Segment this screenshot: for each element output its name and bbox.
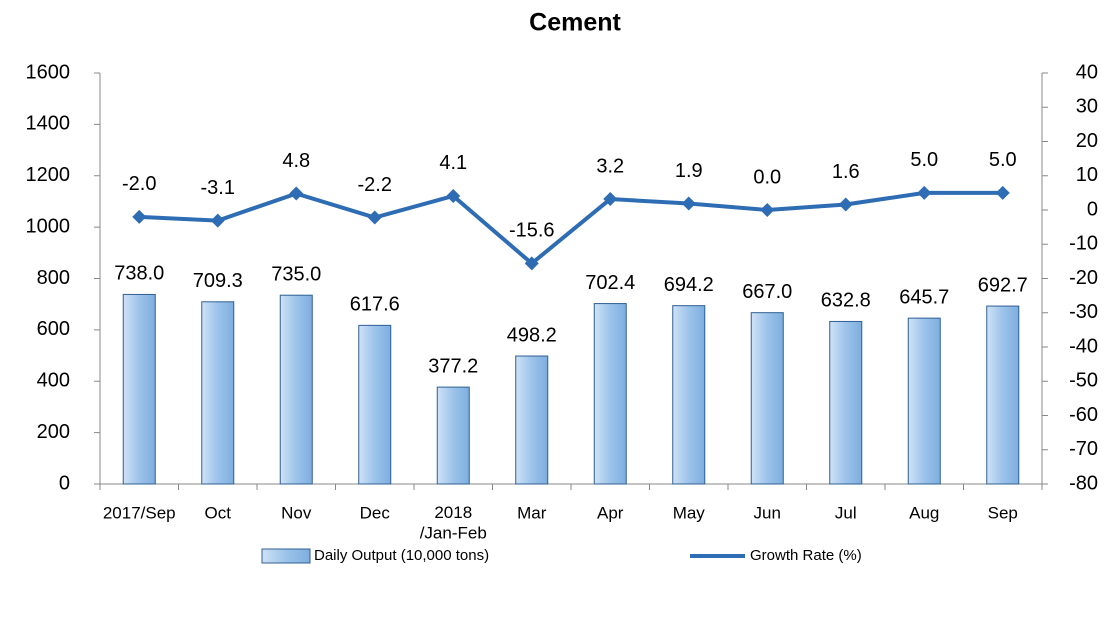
x-tick-label: Mar [517,503,547,522]
y2-tick-label: -80 [1069,472,1098,494]
x-tick-label: 2018/Jan-Feb [420,503,487,542]
bar-value-label: 738.0 [114,263,164,285]
chart-title: Cement [529,9,621,37]
line-marker [289,186,304,201]
bar [593,303,627,485]
y2-tick-label: 30 [1076,96,1098,118]
y2-tick-label: 20 [1076,130,1098,152]
bar [672,305,706,485]
y-tick-label: 800 [37,267,70,289]
bar [750,312,784,485]
y2-tick-label: 40 [1076,61,1098,83]
legend-label: Growth Rate (%) [750,547,862,564]
x-tick-label: Oct [205,503,232,522]
x-tick-label: Aug [909,503,939,522]
line [139,190,1003,267]
y-tick-label: 1200 [26,164,71,186]
bar [279,294,313,485]
line-value-label: -3.1 [201,177,235,199]
line-marker [210,213,225,228]
line-marker [917,185,932,200]
bar [829,320,863,485]
line-value-label: 0.0 [753,166,781,188]
x-tick-label: Dec [360,503,391,522]
bar [358,324,392,485]
y2-tick-label: -50 [1069,370,1098,392]
y-tick-label: 400 [37,370,70,392]
bar [122,293,156,485]
bar [986,305,1020,485]
line-value-label: 5.0 [989,149,1017,171]
y-tick-label: 1400 [26,113,71,135]
bar-value-label: 667.0 [742,281,792,303]
line-value-label: 1.9 [675,160,703,182]
legend-label: Daily Output (10,000 tons) [314,547,489,564]
line-value-label: -2.0 [122,173,156,195]
line-value-label: -15.6 [509,220,555,242]
bar-value-label: 632.8 [821,290,871,312]
bar-value-label: 377.2 [428,355,478,377]
x-tick-label: Nov [281,503,312,522]
y-tick-label: 0 [59,472,70,494]
legend-swatch [261,548,311,564]
line-value-label: 4.1 [439,152,467,174]
y2-tick-label: -60 [1069,404,1098,426]
bar [436,386,470,485]
y-tick-label: 200 [37,421,70,443]
line-value-label: 5.0 [910,149,938,171]
y2-tick-label: -20 [1069,267,1098,289]
bar [907,317,941,485]
line-marker [838,197,853,212]
y-tick-label: 1600 [26,61,71,83]
line-marker [524,256,539,271]
bar-value-label: 694.2 [664,274,714,296]
line-marker [760,203,775,217]
bar-value-label: 709.3 [193,270,243,292]
bar [201,301,235,485]
line-marker [132,209,147,224]
bar-value-label: 498.2 [507,324,557,346]
y-tick-label: 600 [37,318,70,340]
y2-tick-label: -10 [1069,233,1098,255]
line-value-label: 1.6 [832,161,860,183]
line-marker [446,188,461,203]
line-value-label: -2.2 [358,174,392,196]
bar-value-label: 735.0 [271,263,321,285]
x-tick-label: Jul [835,503,857,522]
line-marker [995,185,1010,200]
bar-value-label: 617.6 [350,294,400,316]
x-tick-label: 2017/Sep [103,503,176,522]
line-value-label: 4.8 [282,150,310,172]
y2-tick-label: 10 [1076,164,1098,186]
y2-tick-label: -40 [1069,335,1098,357]
line-marker [681,196,696,211]
bar-value-label: 645.7 [899,286,949,308]
x-tick-label: May [673,503,706,522]
line-value-label: 3.2 [596,155,624,177]
bar-value-label: 692.7 [978,274,1028,296]
y2-tick-label: -70 [1069,438,1098,460]
line-marker [367,210,382,225]
bar-value-label: 702.4 [585,272,635,294]
line-marker [603,192,618,207]
x-tick-label: Apr [597,503,624,522]
x-tick-label: Sep [988,503,1018,522]
y-tick-label: 1000 [26,215,71,237]
x-tick-label: Jun [754,503,781,522]
bar [515,355,549,485]
y2-tick-label: 0 [1087,198,1098,220]
y2-tick-label: -30 [1069,301,1098,323]
